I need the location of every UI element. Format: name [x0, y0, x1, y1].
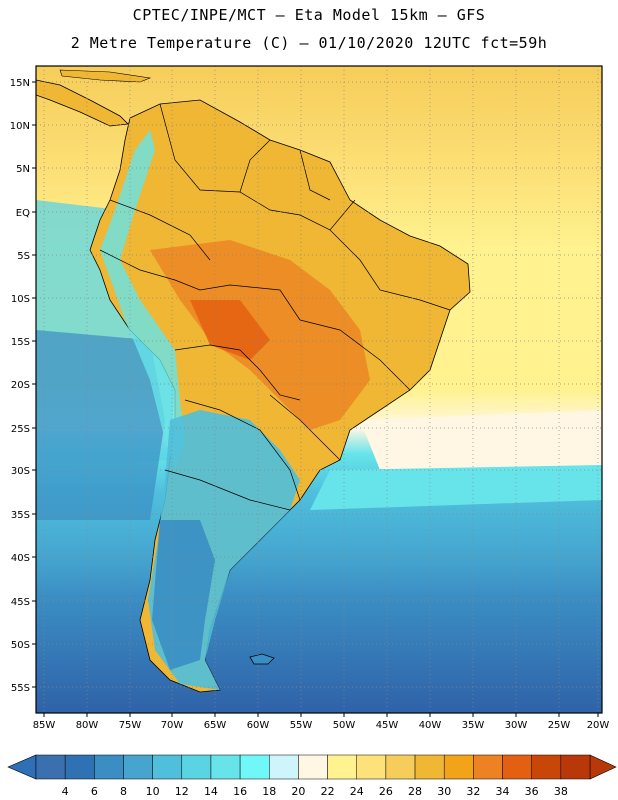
colorbar-label: 12	[175, 785, 189, 798]
colorbar-label: 16	[233, 785, 247, 798]
colorbar-swatch	[269, 754, 299, 780]
colorbar-swatch	[385, 754, 416, 780]
colorbar-label: 8	[120, 785, 127, 798]
colorbar-swatch	[356, 754, 387, 780]
colorbar-labels: 4 6 8 10 12 14 16 18 20 22 24 26 28 30 32 34 36 38	[62, 785, 568, 798]
colorbar-label: 18	[262, 785, 276, 798]
colorbar-swatch	[414, 754, 445, 780]
lon-label: 60W	[247, 720, 270, 731]
lon-tick-marks	[43, 713, 599, 717]
colorbar-swatch	[35, 754, 66, 780]
colorbar-swatch	[181, 754, 212, 780]
colorbar-swatch	[64, 754, 95, 780]
colorbar-label: 14	[204, 785, 218, 798]
lat-label: 50S	[11, 640, 30, 651]
lon-label: 75W	[119, 720, 142, 731]
colorbar-swatch	[239, 754, 270, 780]
central-america-land	[36, 79, 129, 127]
lat-label: EQ	[16, 208, 30, 219]
lon-label: 65W	[204, 720, 227, 731]
lon-label: 40W	[419, 720, 442, 731]
lon-label: 55W	[290, 720, 313, 731]
lon-label: 45W	[376, 720, 399, 731]
lat-label: 45S	[11, 597, 30, 608]
colorbar-label: 10	[146, 785, 160, 798]
pacific-cold-band	[36, 330, 165, 520]
lat-label: 25S	[11, 424, 30, 435]
lat-label: 40S	[11, 553, 30, 564]
colorbar-swatch	[531, 754, 562, 780]
colorbar-swatch	[327, 754, 357, 780]
colorbar-label: 4	[62, 785, 69, 798]
lon-label: 20W	[587, 720, 610, 731]
colorbar-label: 22	[321, 785, 335, 798]
lat-label: 5N	[16, 164, 30, 175]
colorbar-swatch	[94, 754, 124, 780]
colorbar-label: 36	[525, 785, 539, 798]
colorbar-label: 26	[379, 785, 393, 798]
lat-label: 10N	[10, 121, 30, 132]
patagonia-cold	[152, 520, 215, 670]
lat-label: 55S	[11, 683, 30, 694]
lon-labels: 85W 80W 75W 70W 65W 60W 55W 50W 45W 40W …	[33, 720, 610, 731]
colorbar-label: 38	[554, 785, 568, 798]
colorbar-swatch	[560, 754, 591, 780]
lat-label: 15S	[11, 337, 30, 348]
colorbar-swatch	[502, 754, 532, 780]
map-title-line-2: 2 Metre Temperature (C) – 01/10/2020 12U…	[70, 34, 548, 52]
colorbar-label: 28	[408, 785, 422, 798]
colorbar-label: 30	[437, 785, 451, 798]
colorbar-swatch	[443, 754, 474, 780]
colorbar-over-triangle	[589, 754, 617, 780]
map-frame	[35, 65, 603, 714]
colorbar-label: 20	[291, 785, 305, 798]
colorbar-label: 34	[496, 785, 510, 798]
colorbar-swatches	[35, 754, 591, 780]
lat-label: 30S	[11, 466, 30, 477]
lat-label: 5S	[17, 251, 30, 262]
colorbar-swatch	[473, 754, 503, 780]
atlantic-cyan-band	[310, 465, 602, 510]
map-title-line-1: CPTEC/INPE/MCT – Eta Model 15km – GFS	[132, 6, 486, 24]
lat-label: 10S	[11, 294, 30, 305]
lon-label: 70W	[161, 720, 184, 731]
colorbar: 4 6 8 10 12 14 16 18 20 22 24 26 28 30 32 34 36 38	[7, 754, 617, 798]
colorbar-swatch	[152, 754, 183, 780]
country-borders	[99, 103, 451, 511]
colorbar-label: 24	[350, 785, 364, 798]
lat-label: 35S	[11, 510, 30, 521]
lat-labels: 15N 10N 5N EQ 5S 10S 15S 20S 25S 30S 35S…	[10, 78, 30, 694]
colorbar-under-triangle	[7, 754, 37, 780]
lon-label: 50W	[333, 720, 356, 731]
colorbar-swatch	[123, 754, 153, 780]
lon-label: 25W	[548, 720, 571, 731]
lat-label: 20S	[11, 380, 30, 391]
colorbar-label: 32	[466, 785, 480, 798]
lon-label: 80W	[76, 720, 99, 731]
lat-label: 15N	[10, 78, 30, 89]
lon-label: 30W	[505, 720, 528, 731]
falkland-islands	[249, 653, 275, 665]
colorbar-swatch	[210, 754, 241, 780]
colorbar-label: 6	[91, 785, 98, 798]
lon-label: 85W	[33, 720, 56, 731]
andes-cold-strip	[100, 130, 185, 470]
lon-label: 35W	[462, 720, 485, 731]
map-field	[36, 66, 602, 713]
lat-tick-marks	[32, 81, 36, 688]
colorbar-swatch	[298, 754, 328, 780]
atlantic-pale-band	[360, 410, 602, 470]
